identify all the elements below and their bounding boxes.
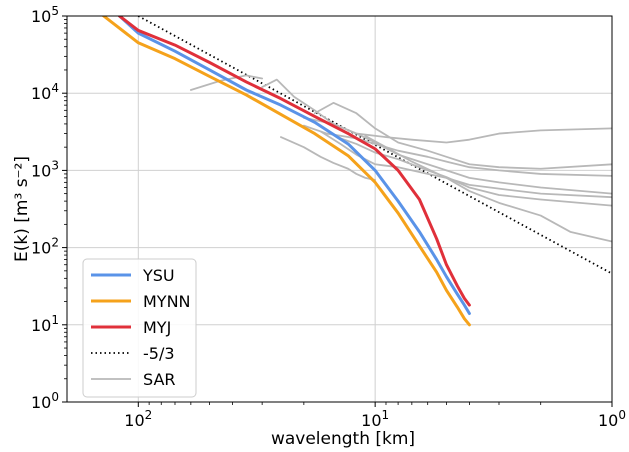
x-axis-label: wavelength [km] xyxy=(271,429,415,449)
legend-label: MYNN xyxy=(143,292,191,311)
x-tick-label: 102 xyxy=(124,408,152,430)
legend-label: SAR xyxy=(143,370,176,389)
legend-box xyxy=(82,258,197,398)
legend-label: YSU xyxy=(142,266,175,285)
series-line-sar xyxy=(319,130,612,199)
y-tick-label: 100 xyxy=(31,390,59,412)
series-line-sar xyxy=(364,134,612,243)
x-tick-label: 101 xyxy=(361,408,389,430)
series-line-sar xyxy=(313,101,612,170)
series-line-sar xyxy=(302,124,612,177)
y-tick-label: 101 xyxy=(31,313,59,335)
legend-label: -5/3 xyxy=(143,344,175,363)
series-line-sar xyxy=(280,136,377,181)
series-line-mynn xyxy=(102,16,471,327)
legend-label: MYJ xyxy=(143,318,171,337)
legend: YSU MYNN MYJ -5/3 SAR xyxy=(82,258,197,398)
series-line-sar xyxy=(261,78,612,144)
y-tick-label: 104 xyxy=(31,81,59,103)
series-line-ysu xyxy=(118,16,471,316)
axes-frame xyxy=(66,15,613,403)
y-axis-label: E(k) [m³ s⁻²] xyxy=(12,156,32,262)
series-line-sar xyxy=(302,116,612,195)
y-tick-label: 103 xyxy=(31,158,59,180)
y-tick-label: 102 xyxy=(31,236,59,258)
axes: 102 101 100 100 101 102 103 104 105 xyxy=(31,4,626,430)
x-tick-label: 100 xyxy=(598,408,626,430)
plot-area xyxy=(102,16,612,327)
series-line-sar xyxy=(189,74,264,91)
y-tick-label: 105 xyxy=(31,4,59,26)
series-line-myj xyxy=(118,16,471,307)
